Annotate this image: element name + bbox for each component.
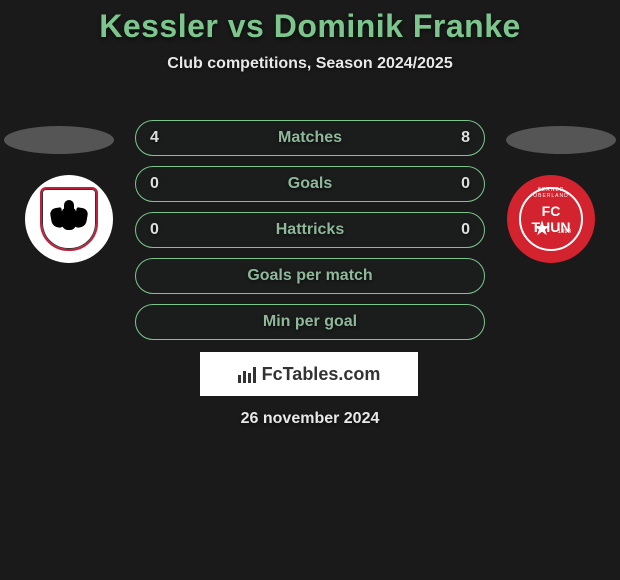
thun-arc-text: BERNER OBERLAND	[521, 187, 581, 199]
bar-chart-icon	[238, 365, 256, 383]
stat-value-right: 0	[461, 167, 470, 201]
eagle-icon	[51, 200, 87, 238]
stat-value-left: 4	[150, 121, 159, 155]
stat-label: Min per goal	[263, 313, 357, 331]
date-text: 26 november 2024	[0, 410, 620, 428]
player-shadow-left	[4, 126, 114, 154]
stat-row-min-per-goal: Min per goal	[135, 304, 485, 340]
stat-row-hattricks: 0 Hattricks 0	[135, 212, 485, 248]
aarau-shield	[40, 187, 98, 251]
stat-label: Hattricks	[276, 221, 344, 239]
club-badge-left	[25, 175, 113, 263]
stat-label: Goals per match	[247, 267, 372, 285]
club-badge-right: BERNER OBERLAND FC THUN ★ 1898	[507, 175, 595, 263]
stat-value-right: 0	[461, 213, 470, 247]
thun-circle: BERNER OBERLAND FC THUN ★ 1898	[519, 187, 583, 251]
attribution-text: FcTables.com	[262, 364, 381, 385]
stat-value-left: 0	[150, 213, 159, 247]
stat-row-matches: 4 Matches 8	[135, 120, 485, 156]
thun-year: 1898	[558, 229, 571, 235]
player-shadow-right	[506, 126, 616, 154]
stats-container: 4 Matches 8 0 Goals 0 0 Hattricks 0 Goal…	[135, 120, 485, 350]
stat-row-goals-per-match: Goals per match	[135, 258, 485, 294]
attribution-box: FcTables.com	[200, 352, 418, 396]
stat-value-right: 8	[461, 121, 470, 155]
stat-label: Goals	[288, 175, 332, 193]
comparison-subtitle: Club competitions, Season 2024/2025	[0, 55, 620, 73]
star-icon: ★	[533, 219, 553, 239]
stat-value-left: 0	[150, 167, 159, 201]
comparison-title: Kessler vs Dominik Franke	[0, 0, 620, 45]
stat-label: Matches	[278, 129, 342, 147]
stat-row-goals: 0 Goals 0	[135, 166, 485, 202]
